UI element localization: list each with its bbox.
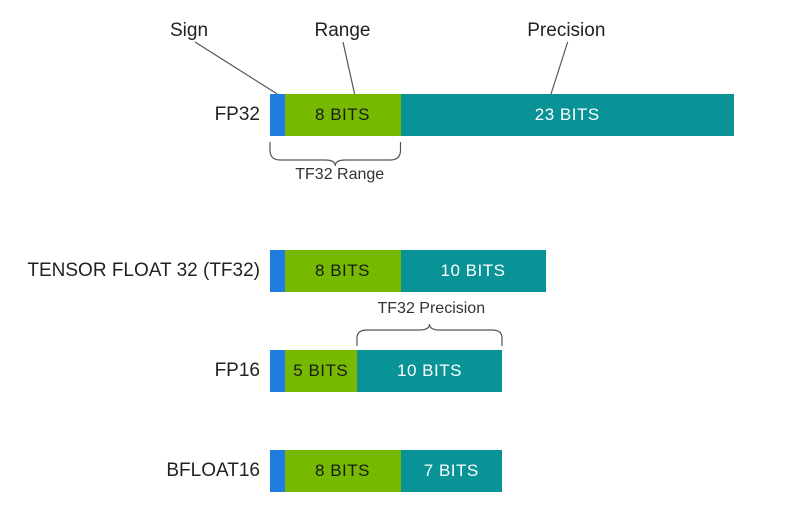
- annotation-tf32-range: TF32 Range: [295, 166, 384, 184]
- annotation-tf32-precision: TF32 Precision: [378, 300, 486, 318]
- brace-tf32-range: [268, 140, 403, 168]
- seg-sign-fp16: [270, 350, 285, 392]
- format-label-bf16: BFLOAT16: [166, 460, 260, 482]
- seg-precision-fp32: 23 BITS: [401, 94, 735, 136]
- diagram-canvas: Sign Range Precision FP32 8 BITS 23 BITS…: [0, 0, 800, 510]
- seg-range-bf16: 8 BITS: [285, 450, 401, 492]
- format-label-fp32: FP32: [215, 104, 260, 126]
- format-row-fp16: FP16 5 BITS 10 BITS: [270, 350, 502, 392]
- format-row-bf16: BFLOAT16 8 BITS 7 BITS: [270, 450, 502, 492]
- header-sign-label: Sign: [170, 20, 208, 42]
- pointer-sign-line: [193, 40, 279, 96]
- seg-sign-fp32: [270, 94, 285, 136]
- format-bar-tf32: 8 BITS 10 BITS: [270, 250, 546, 292]
- pointer-range-line: [341, 40, 357, 96]
- seg-precision-fp16: 10 BITS: [357, 350, 502, 392]
- format-bar-fp32: 8 BITS 23 BITS: [270, 94, 734, 136]
- format-label-tf32: TENSOR FLOAT 32 (TF32): [27, 260, 260, 282]
- seg-range-tf32: 8 BITS: [285, 250, 401, 292]
- format-bar-fp16: 5 BITS 10 BITS: [270, 350, 502, 392]
- pointer-precision-line: [549, 40, 570, 96]
- format-label-fp16: FP16: [215, 360, 260, 382]
- header-range-label: Range: [315, 20, 371, 42]
- header-precision-label: Precision: [527, 20, 605, 42]
- seg-sign-bf16: [270, 450, 285, 492]
- seg-range-fp32: 8 BITS: [285, 94, 401, 136]
- seg-sign-tf32: [270, 250, 285, 292]
- brace-tf32-precision: [355, 320, 504, 348]
- seg-precision-tf32: 10 BITS: [401, 250, 546, 292]
- format-row-fp32: FP32 8 BITS 23 BITS: [270, 94, 734, 136]
- seg-range-fp16: 5 BITS: [285, 350, 358, 392]
- format-bar-bf16: 8 BITS 7 BITS: [270, 450, 502, 492]
- format-row-tf32: TENSOR FLOAT 32 (TF32) 8 BITS 10 BITS: [270, 250, 546, 292]
- seg-precision-bf16: 7 BITS: [401, 450, 503, 492]
